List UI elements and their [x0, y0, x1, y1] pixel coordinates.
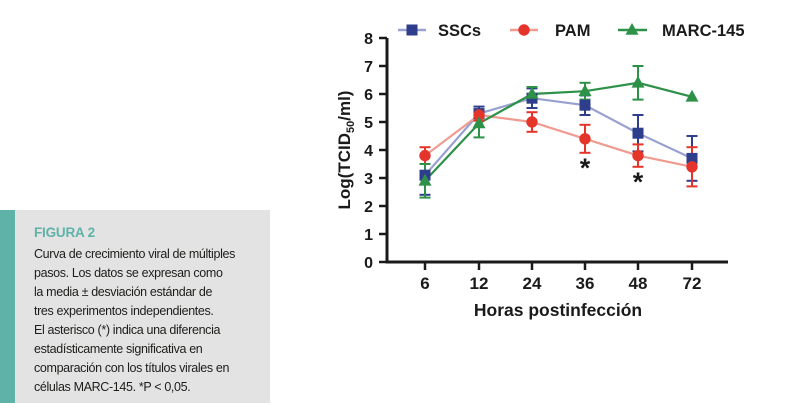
y-tick-label: 2: [364, 199, 373, 216]
circle-marker: [473, 109, 485, 121]
caption-line: estadísticamente significativa en: [34, 342, 203, 356]
square-marker: [632, 127, 644, 139]
series-line-PAM: [424, 113, 693, 168]
square-marker: [686, 152, 698, 164]
caption-line: células MARC-145. *P < 0,05.: [34, 380, 191, 394]
figure-caption-box: FIGURA 2 Curva de crecimiento viral de m…: [0, 210, 270, 403]
series-line-SSCs: [424, 97, 693, 176]
y-tick-label: 4: [364, 143, 373, 160]
circle-marker: [686, 161, 698, 173]
y-tick-label: 7: [364, 59, 373, 76]
legend-label: PAM: [555, 22, 590, 40]
y-tick-label: 5: [364, 115, 373, 132]
figure-caption-title: FIGURA 2: [34, 225, 95, 240]
triangle-marker: [578, 84, 592, 96]
y-axis: 0 1 2 3 4 5 6 7 8: [364, 31, 387, 272]
y-tick-label: 8: [364, 31, 373, 48]
caption-content: FIGURA 2 Curva de crecimiento viral de m…: [15, 210, 270, 403]
series-line-MARC-145: [424, 81, 693, 182]
caption-line: la media ± desviación estándar de: [34, 285, 213, 299]
x-tick-label: 72: [683, 274, 702, 293]
legend-label: SSCs: [438, 22, 481, 40]
legend-label: MARC-145: [662, 22, 745, 40]
legend-item-MARC-145: MARC-145: [618, 22, 745, 40]
caption-accent-bar: [0, 210, 15, 403]
triangle-marker: [625, 23, 639, 35]
x-tick-label: 6: [420, 274, 429, 293]
series-markers-PAM: [419, 109, 698, 173]
y-tick-label: 6: [364, 87, 373, 104]
legend-item-SSCs: SSCs: [398, 22, 481, 40]
x-tick-label: 24: [523, 274, 542, 293]
y-tick-label: 1: [364, 227, 373, 244]
x-tick-label: 48: [629, 274, 648, 293]
series-markers-MARC-145: [418, 75, 699, 186]
x-tick-label: 12: [470, 274, 489, 293]
circle-marker: [526, 116, 538, 128]
legend: SSCs PAM MARC-145: [398, 22, 745, 40]
growth-curve-chart: 0 1 2 3 4 5 6 7 8 6 12 24 36 48 72 Horas postinfección L…: [330, 0, 800, 340]
square-marker: [579, 99, 591, 111]
triangle-marker: [472, 116, 486, 129]
significance-asterisk: *: [633, 167, 644, 197]
error-bars-PAM: [419, 108, 698, 188]
triangle-marker: [631, 75, 645, 88]
circle-marker: [632, 149, 644, 162]
y-tick-label: 3: [364, 171, 373, 188]
legend-item-PAM: PAM: [510, 22, 590, 40]
x-axis-label: Horas postinfección: [474, 300, 642, 320]
triangle-marker: [525, 87, 539, 99]
square-marker: [406, 24, 418, 36]
y-axis-label: Log(TCID50/ml): [335, 91, 357, 210]
circle-marker: [419, 149, 431, 162]
x-axis: 6 12 24 36 48 72: [420, 262, 701, 293]
triangle-marker: [685, 89, 699, 102]
caption-line: El asterisco (*) indica una diferencia: [34, 323, 221, 337]
circle-marker: [579, 133, 591, 145]
circle-marker: [518, 24, 530, 36]
series-markers-SSCs: [419, 92, 698, 181]
caption-line: pasos. Los datos se expresan como: [34, 266, 223, 280]
y-tick-label: 0: [364, 255, 373, 272]
x-tick-label: 36: [576, 274, 595, 293]
significance-asterisk: *: [580, 153, 591, 183]
axis-lines: [385, 38, 728, 264]
caption-line: comparación con los títulos virales en: [34, 361, 230, 375]
caption-line: Curva de crecimiento viral de múltiples: [34, 247, 236, 261]
caption-line: tres experimentos independientes.: [34, 304, 214, 318]
triangle-marker: [418, 173, 432, 186]
